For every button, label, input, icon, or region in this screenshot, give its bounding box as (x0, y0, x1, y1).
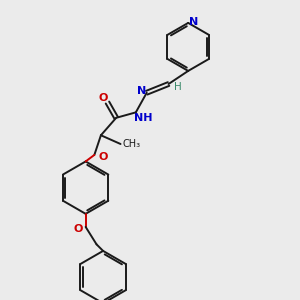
Text: N: N (136, 85, 146, 95)
Text: NH: NH (134, 113, 153, 123)
Text: CH₃: CH₃ (122, 139, 140, 149)
Text: H: H (175, 82, 182, 92)
Text: O: O (98, 93, 108, 103)
Text: N: N (189, 17, 198, 27)
Text: O: O (98, 152, 108, 162)
Text: O: O (73, 224, 83, 234)
